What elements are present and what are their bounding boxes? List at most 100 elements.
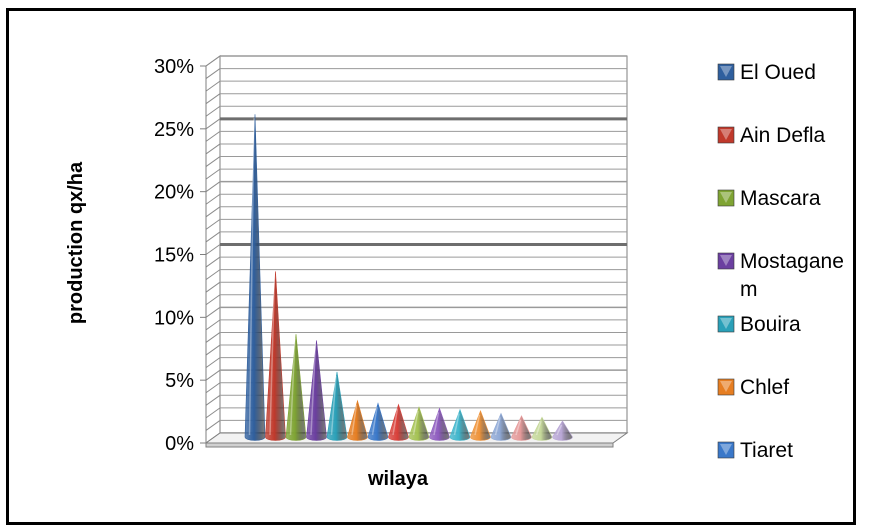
legend-label: Bouira xyxy=(740,313,801,336)
legend-swatch xyxy=(717,63,735,81)
cone-bar xyxy=(347,399,368,441)
y-axis-ticks: 0% 5% 10% 15% 20% 25% 30% xyxy=(154,56,207,455)
cone-highlight xyxy=(494,417,501,436)
gridline-side xyxy=(205,55,221,67)
cone-chlef xyxy=(347,399,368,441)
cone-highlight xyxy=(515,419,522,436)
legend-swatch-shine xyxy=(720,66,732,77)
cone-highlight xyxy=(433,412,440,436)
cone-bar xyxy=(326,371,348,441)
legend-item: Chlef xyxy=(717,376,789,399)
gridline-side xyxy=(205,369,221,381)
cone-bar xyxy=(490,412,512,441)
cone-highlight xyxy=(556,424,563,436)
cone-series-14 xyxy=(511,415,532,441)
gridline-side xyxy=(205,193,221,205)
cone-bar xyxy=(511,415,532,441)
legend-label: Tiaret xyxy=(740,439,793,462)
cone-highlight xyxy=(248,118,255,436)
gridline-side xyxy=(205,281,221,293)
legend-swatch-shine xyxy=(720,192,732,203)
legend-item: Mascara xyxy=(717,187,821,210)
legend-swatch-shine xyxy=(720,318,732,329)
legend-label: Mostagane xyxy=(740,250,844,273)
gridline-side xyxy=(205,294,221,306)
gridline-side xyxy=(205,168,221,180)
y-tick-label: 10% xyxy=(154,307,194,329)
gridline-side xyxy=(205,244,221,255)
gridline-side xyxy=(205,332,221,343)
cone-bar xyxy=(285,334,307,441)
legend-swatch xyxy=(717,189,735,207)
gridline-side xyxy=(205,93,221,105)
legend-swatch xyxy=(717,315,735,333)
gridline-side xyxy=(205,118,221,130)
cone-highlight xyxy=(412,410,419,436)
cone-bar xyxy=(408,406,430,441)
legend-label: Ain Defla xyxy=(740,124,826,147)
gridline-side xyxy=(205,206,221,218)
x-axis-label: wilaya xyxy=(367,468,429,490)
cone-series-9 xyxy=(408,406,430,441)
gridline-side xyxy=(205,269,221,281)
cone-highlight xyxy=(535,420,542,436)
cone-bar xyxy=(388,403,409,441)
gridline-side xyxy=(205,382,221,394)
y-tick-label: 30% xyxy=(154,56,194,78)
cone-bar xyxy=(552,420,573,441)
gridline-side xyxy=(205,394,221,406)
gridline-side xyxy=(205,68,221,79)
cone-series-10 xyxy=(429,407,450,441)
y-tick-label: 25% xyxy=(154,119,194,141)
cone-series-16 xyxy=(552,420,573,441)
cone-highlight xyxy=(371,407,378,436)
legend-item: El Oued xyxy=(717,61,816,84)
cone-bar xyxy=(470,409,491,441)
gridline-side xyxy=(205,181,221,193)
gridline-side xyxy=(205,256,221,268)
legend-swatch xyxy=(717,441,735,459)
cone-highlight xyxy=(474,414,481,436)
y-tick-label: 20% xyxy=(154,182,194,204)
legend-swatch-shine xyxy=(720,129,732,140)
cone-bar xyxy=(306,340,327,441)
gridline-side xyxy=(205,344,221,356)
gridline-side xyxy=(205,143,221,155)
cone-highlight xyxy=(351,404,358,436)
cone-bar xyxy=(531,416,553,441)
legend-label: Chlef xyxy=(740,376,789,399)
cone-series-8 xyxy=(388,403,409,441)
cone-bar xyxy=(449,408,471,441)
floor-edge xyxy=(205,442,614,448)
cone-mascara xyxy=(285,334,307,441)
gridline-side xyxy=(205,218,221,230)
y-tick-label: 5% xyxy=(165,370,194,392)
y-axis-label: production qx/ha xyxy=(65,161,87,324)
cone-mostaganem xyxy=(306,340,327,441)
legend-swatch xyxy=(717,378,735,396)
gridline-side xyxy=(205,105,221,117)
legend-item: Bouira xyxy=(717,313,801,336)
cone-bar xyxy=(265,271,286,441)
legend-label: Mascara xyxy=(740,187,821,210)
legend-item: Tiaret xyxy=(717,439,793,462)
legend-swatch xyxy=(717,252,735,270)
legend-swatch xyxy=(717,126,735,144)
cone-series-11 xyxy=(449,408,471,441)
gridline-side xyxy=(205,306,221,318)
cone-highlight xyxy=(453,413,460,436)
cone-highlight xyxy=(269,275,276,436)
gridline-side xyxy=(205,407,221,419)
cone-highlight xyxy=(392,408,399,436)
gridline-side xyxy=(205,130,221,142)
legend: El Oued Ain Defla Mascara Mostagane m Bouira C… xyxy=(717,61,844,462)
cone-highlight xyxy=(330,375,337,436)
gridline-side xyxy=(205,319,221,331)
legend-swatch-shine xyxy=(720,255,732,266)
gridline-side xyxy=(205,420,221,431)
cone-ain-defla xyxy=(265,271,286,441)
chart-cones xyxy=(244,114,573,441)
legend-swatch-shine xyxy=(720,381,732,392)
legend-label: El Oued xyxy=(740,61,816,84)
